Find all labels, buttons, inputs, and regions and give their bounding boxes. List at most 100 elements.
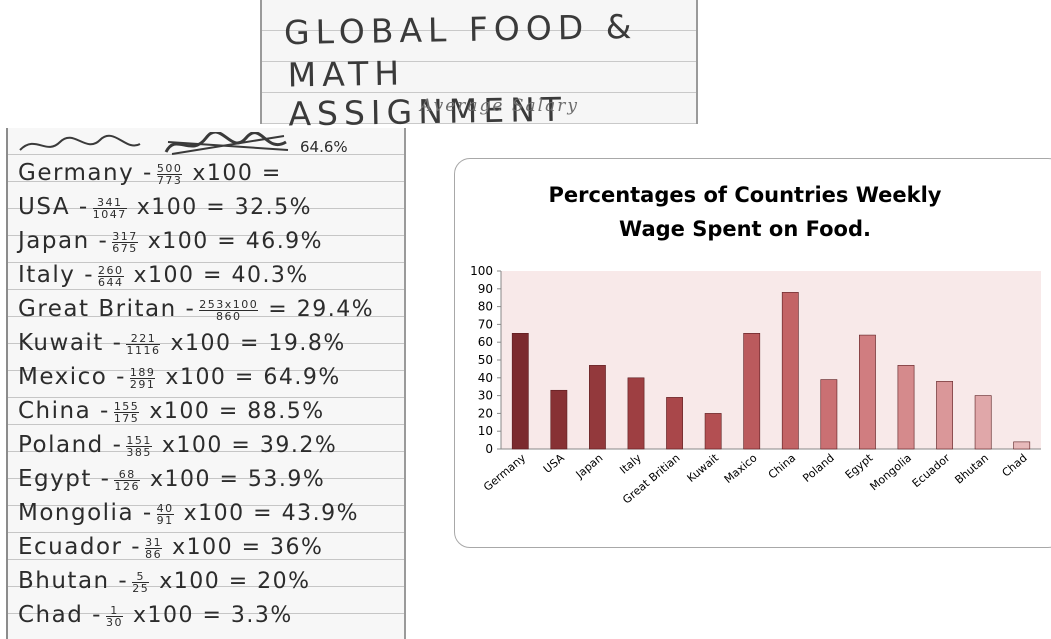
notebook-result: x100 = 3.3% — [132, 603, 293, 628]
notebook-country: Poland - — [18, 432, 123, 458]
notebook-fraction: 151 385 — [126, 435, 152, 458]
notebook-row: Ecuador -31 86 x100 = 36% — [18, 534, 323, 560]
y-tick-label: 40 — [478, 371, 493, 385]
notebook-fraction: 341 1047 — [92, 197, 127, 221]
notebook-fraction: 5 25 — [132, 571, 150, 594]
notebook-result: x100 = — [192, 161, 282, 186]
crossed-out-header: 64.6% — [19, 132, 348, 156]
bar-usa — [550, 389, 568, 450]
notebook-fraction: 221 1116 — [126, 333, 161, 357]
notebook-fraction: 317 675 — [112, 231, 138, 254]
bar-great-britian — [666, 397, 683, 450]
notebook-result: x100 = 36% — [172, 535, 324, 560]
x-category-label: Germany — [481, 451, 528, 494]
notebook-row: Italy -260 644 x100 = 40.3% — [18, 262, 309, 288]
y-tick-label: 0 — [485, 442, 493, 456]
bar-germany — [511, 333, 529, 450]
notebook-fraction: 1 30 — [105, 605, 123, 628]
chart-title-line1: Percentages of Countries Weekly — [548, 183, 942, 207]
y-tick-label: 20 — [478, 406, 493, 420]
fraction-numerator: 1 — [105, 605, 123, 617]
bar-bhutan — [974, 395, 992, 450]
bar-ecuador — [936, 381, 953, 450]
notebook-result: x100 = 40.3% — [133, 263, 309, 288]
fraction-numerator: 317 — [112, 229, 138, 243]
fraction-denominator: 385 — [126, 445, 152, 459]
notebook-row: Germany -500 773 x100 = — [18, 160, 282, 186]
notebook-result: = 29.4% — [268, 297, 375, 322]
bar-mongolia — [897, 365, 915, 450]
notebook-country: Great Britan - — [18, 296, 196, 322]
assignment-title-line2: MATH ASSIGNMENT — [287, 53, 568, 134]
notebook-fraction: 500 773 — [156, 161, 183, 187]
x-category-label: Kuwait — [685, 451, 722, 485]
bar-kuwait — [704, 413, 722, 450]
crossed-out-value: 64.6% — [300, 138, 348, 156]
notebook-fraction: 189 291 — [129, 365, 156, 391]
notebook-country: Bhutan - — [18, 568, 129, 594]
fraction-denominator: 644 — [98, 275, 124, 289]
bar-china — [781, 292, 799, 450]
fraction-denominator: 1047 — [92, 207, 127, 221]
fraction-denominator: 860 — [216, 309, 242, 323]
x-category-label: Italy — [617, 451, 644, 477]
notebook-country: Egypt - — [18, 466, 111, 492]
notebook-row: Kuwait -221 1116 x100 = 19.8% — [18, 330, 346, 356]
notebook-fraction: 31 86 — [145, 537, 163, 561]
fraction-numerator: 221 — [126, 333, 161, 345]
notebook-row: USA -341 1047 x100 = 32.5% — [18, 194, 312, 220]
bar-poland — [820, 379, 838, 450]
fraction-numerator: 189 — [129, 365, 156, 379]
plot-area — [501, 271, 1041, 449]
notebook-result: x100 = 46.9% — [147, 229, 324, 254]
notebook-country: Japan - — [18, 228, 109, 254]
x-category-label: Bhutan — [952, 451, 991, 486]
y-tick-label: 90 — [478, 282, 493, 296]
notebook-row: China -155 175 x100 = 88.5% — [18, 398, 325, 424]
notebook-result: x100 = 43.9% — [183, 501, 359, 526]
assignment-subtitle: Average Salary — [420, 96, 579, 116]
notebook-country: Mexico - — [18, 364, 126, 390]
fraction-numerator: 500 — [156, 161, 183, 175]
notebook-row: Great Britan -253x100 860 = 29.4% — [18, 296, 374, 322]
notebook-fraction: 260 644 — [98, 265, 124, 288]
notebook-fraction: 253x100 860 — [199, 297, 259, 323]
notebook-row: Chad -1 30 x100 = 3.3% — [18, 602, 293, 628]
notebook-fraction: 40 91 — [156, 501, 174, 527]
y-tick-label: 60 — [478, 335, 493, 349]
y-tick-label: 80 — [478, 300, 493, 314]
fraction-denominator: 175 — [113, 411, 140, 425]
notebook-country: Ecuador - — [18, 534, 142, 560]
fraction-denominator: 91 — [156, 513, 174, 527]
x-category-label: Ecuador — [910, 451, 953, 490]
fraction-numerator: 40 — [156, 501, 174, 515]
notebook-fraction: 155 175 — [113, 399, 140, 425]
notebook-country: China - — [18, 398, 110, 424]
fraction-denominator: 86 — [145, 547, 163, 561]
fraction-denominator: 1116 — [126, 343, 161, 357]
notebook-country: Mongolia - — [18, 500, 153, 526]
notebook-row: Mongolia -40 91 x100 = 43.9% — [18, 500, 359, 526]
y-tick-label: 10 — [478, 424, 493, 438]
notebook-country: Germany - — [18, 160, 153, 186]
notebook-fraction: 68 126 — [114, 469, 140, 492]
fraction-numerator: 253x100 — [199, 297, 259, 311]
y-tick-label: 50 — [478, 353, 493, 367]
fraction-numerator: 341 — [92, 197, 127, 209]
fraction-denominator: 126 — [114, 479, 140, 493]
notebook-result: x100 = 32.5% — [136, 195, 313, 220]
notebook-country: USA - — [18, 194, 89, 220]
x-category-label: Chad — [1000, 451, 1030, 479]
x-category-label: China — [766, 451, 798, 481]
bar-italy — [627, 377, 645, 450]
notebook-row: Poland -151 385 x100 = 39.2% — [18, 432, 337, 458]
fraction-denominator: 291 — [129, 377, 156, 391]
x-category-label: Egypt — [843, 451, 876, 482]
chart-title-line2: Wage Spent on Food. — [619, 217, 871, 241]
notebook-country: Kuwait - — [18, 330, 123, 356]
fraction-denominator: 773 — [156, 173, 183, 187]
fraction-denominator: 675 — [112, 241, 138, 255]
y-tick-label: 70 — [478, 317, 493, 331]
fraction-numerator: 155 — [113, 399, 140, 413]
x-category-label: Japan — [573, 451, 606, 481]
